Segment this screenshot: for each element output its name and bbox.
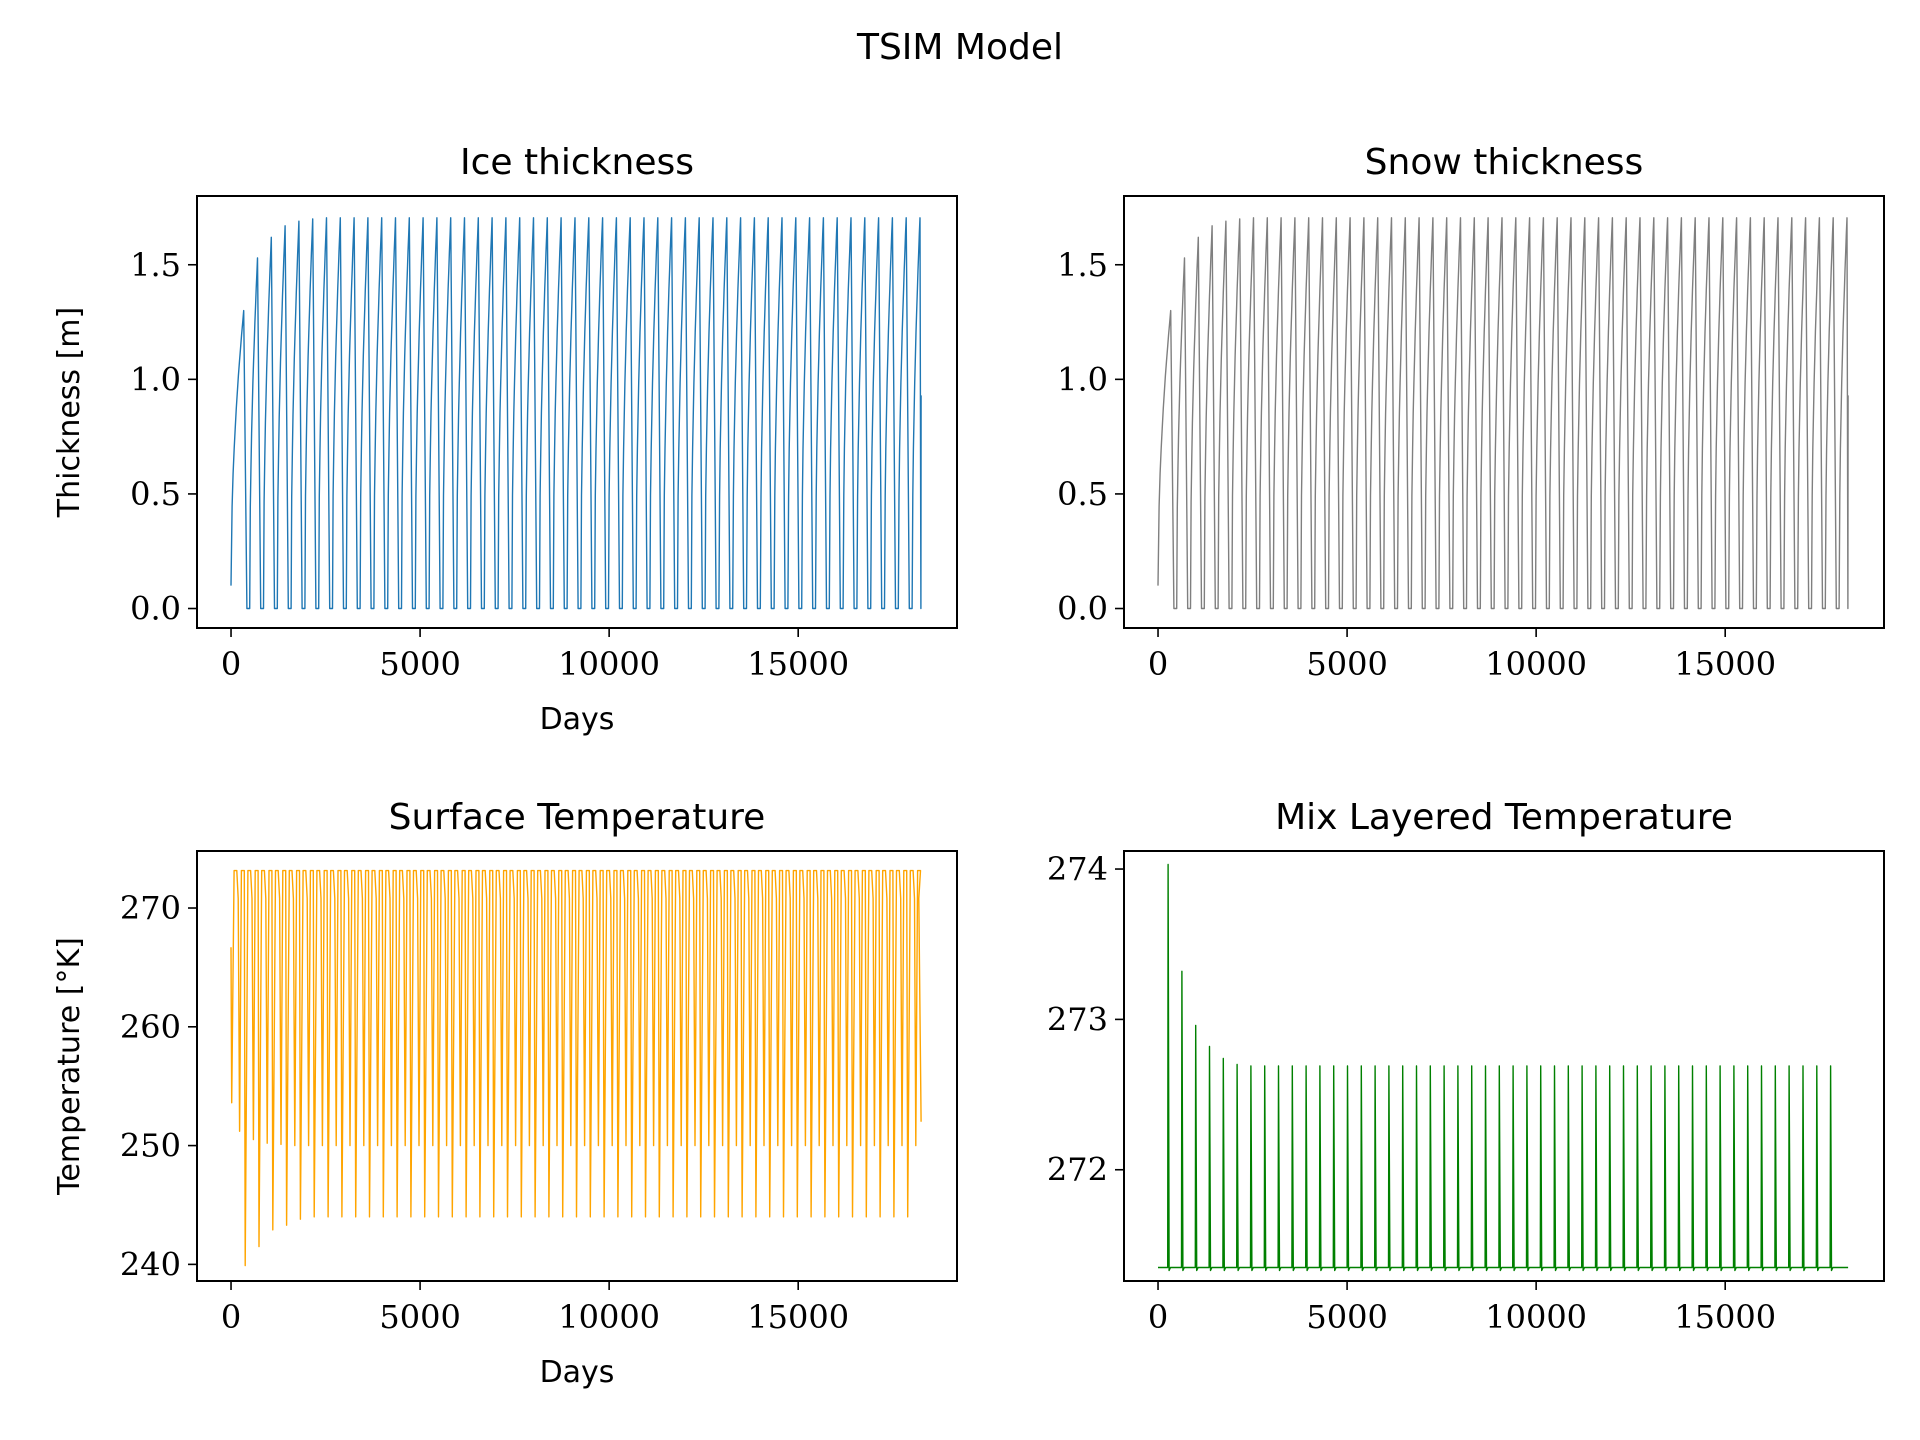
subplot-title: Snow thickness xyxy=(1365,142,1644,183)
x-tick-label: 0 xyxy=(221,1298,241,1336)
x-tick-label: 15000 xyxy=(747,645,849,683)
y-tick-label: 0.5 xyxy=(130,475,181,513)
x-tick-label: 0 xyxy=(1148,1298,1168,1336)
x-tick-label: 5000 xyxy=(379,645,460,683)
series-line-surface xyxy=(230,869,922,1267)
x-tick-label: 15000 xyxy=(1674,1298,1776,1336)
y-tick-label: 270 xyxy=(120,889,181,927)
series-line-mixed xyxy=(1158,863,1849,1272)
x-axis-label: Days xyxy=(540,702,615,737)
x-axis-label: Days xyxy=(540,1355,615,1390)
x-tick-label: 10000 xyxy=(1485,1298,1587,1336)
y-tick-label: 1.0 xyxy=(1057,360,1108,398)
x-tick-label: 10000 xyxy=(558,1298,660,1336)
x-tick-label: 5000 xyxy=(1306,1298,1387,1336)
x-tick-label: 5000 xyxy=(379,1298,460,1336)
subplot-ice: 0 5000 10000 15000 0.0 0.5 1.0 1.5 Ice thickness… xyxy=(52,142,958,737)
subplot-surface: 0 5000 10000 15000 240 250 260 270 Surface Tempe… xyxy=(52,797,958,1390)
subplot-title: Mix Layered Temperature xyxy=(1275,797,1733,838)
y-tick-label: 1.0 xyxy=(130,360,181,398)
subplot-mixed: 0 5000 10000 15000 272 273 274 Mix Layered Temp… xyxy=(1047,797,1885,1336)
subplot-snow: 0 5000 10000 15000 0.0 0.5 1.0 1.5 Snow thicknes… xyxy=(1057,142,1885,683)
y-tick-label: 240 xyxy=(120,1245,181,1283)
x-tick-label: 15000 xyxy=(747,1298,849,1336)
y-tick-label: 272 xyxy=(1047,1151,1108,1189)
y-tick-label: 0.0 xyxy=(1057,590,1108,628)
y-tick-label: 0.5 xyxy=(1057,475,1108,513)
y-tick-label: 273 xyxy=(1047,1000,1108,1038)
y-axis-label: Temperature [°K] xyxy=(52,937,87,1196)
x-tick-label: 0 xyxy=(1148,645,1168,683)
subplot-title: Ice thickness xyxy=(460,142,694,183)
subplot-title: Surface Temperature xyxy=(389,797,766,838)
y-tick-label: 274 xyxy=(1047,850,1108,888)
x-tick-label: 15000 xyxy=(1674,645,1776,683)
figure-title: TSIM Model xyxy=(856,27,1063,68)
x-tick-label: 5000 xyxy=(1306,645,1387,683)
y-axis-label: Thickness [m] xyxy=(52,307,87,518)
y-tick-label: 1.5 xyxy=(130,246,181,284)
y-tick-label: 250 xyxy=(120,1127,181,1165)
y-tick-label: 1.5 xyxy=(1057,246,1108,284)
x-tick-label: 0 xyxy=(221,645,241,683)
y-tick-label: 0.0 xyxy=(130,590,181,628)
subplots-grid: 0 5000 10000 15000 0.0 0.5 1.0 1.5 Ice thickness… xyxy=(52,142,1885,1390)
x-tick-label: 10000 xyxy=(558,645,660,683)
series-line-ice xyxy=(230,217,922,610)
y-tick-label: 260 xyxy=(120,1008,181,1046)
series-line-snow xyxy=(1157,217,1849,610)
x-tick-label: 10000 xyxy=(1485,645,1587,683)
